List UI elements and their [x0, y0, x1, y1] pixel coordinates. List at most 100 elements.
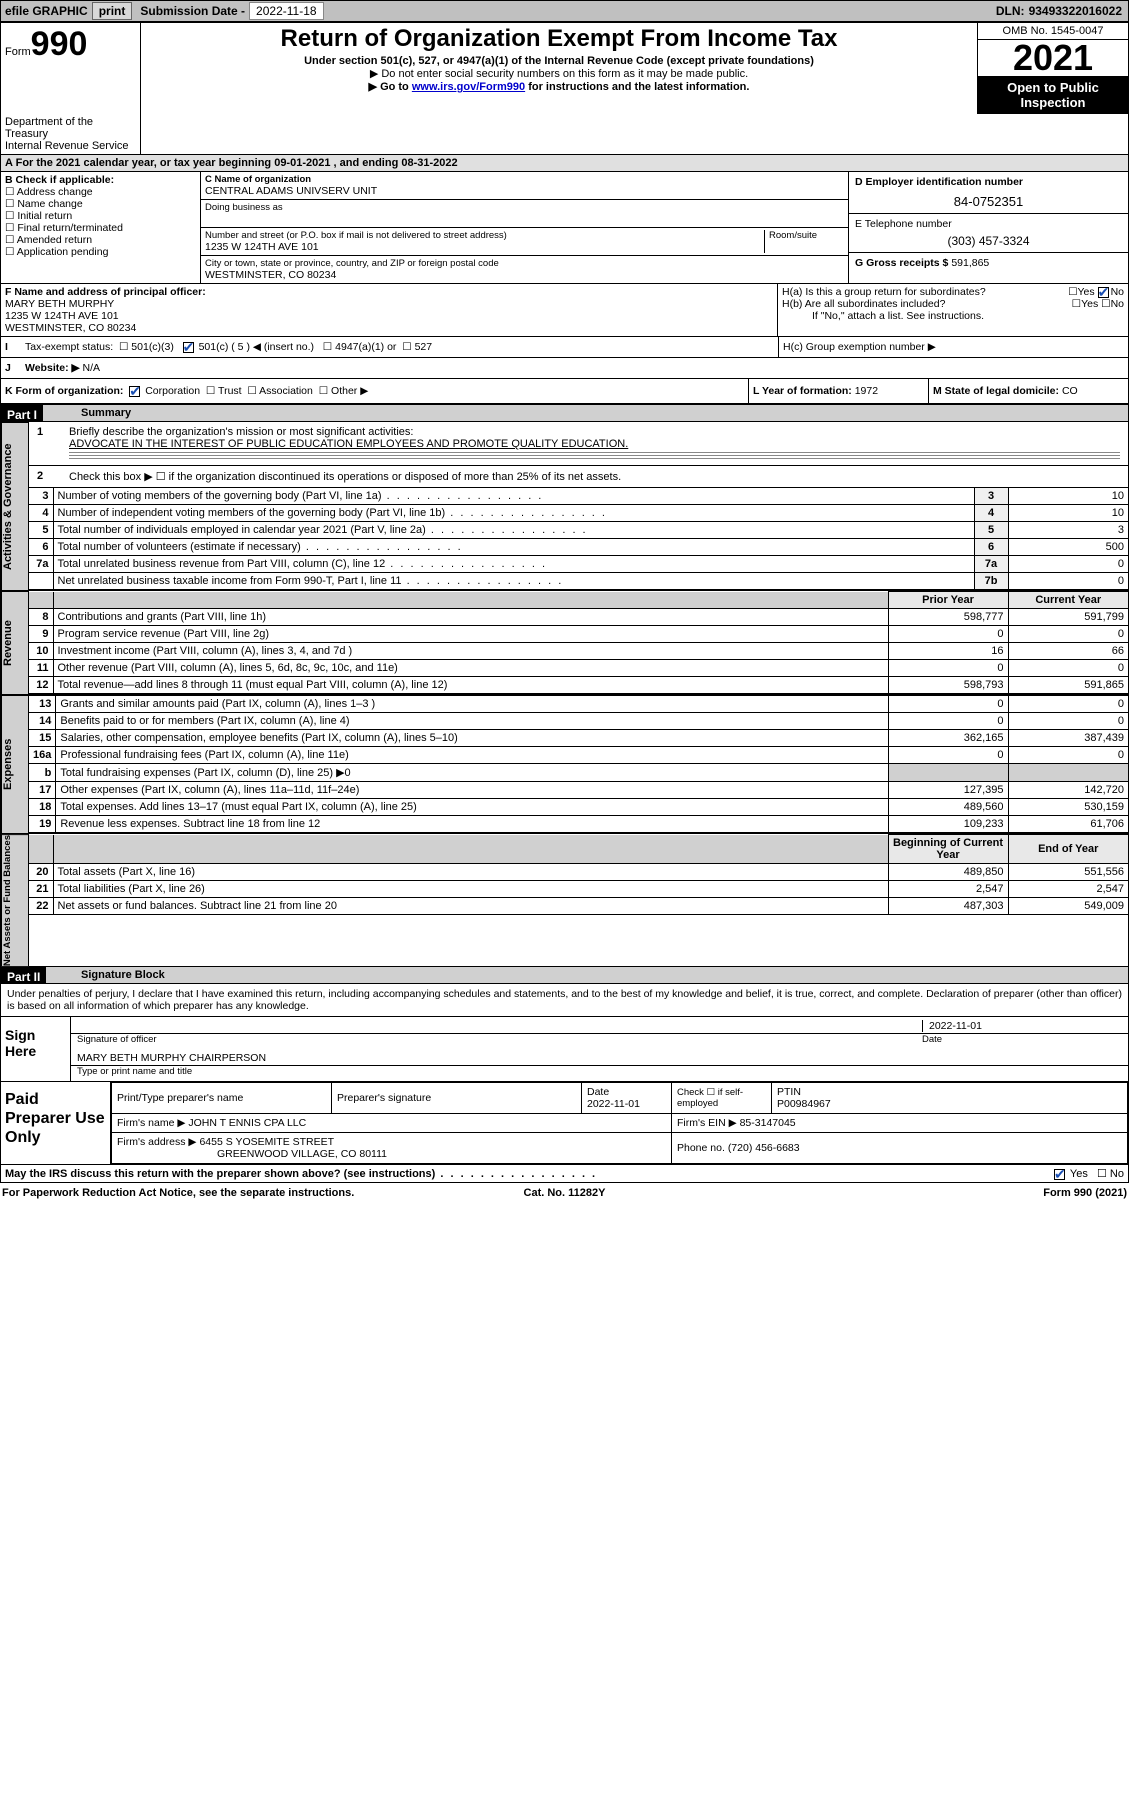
- org-street: 1235 W 124TH AVE 101: [205, 241, 764, 253]
- netassets-section: Net Assets or Fund Balances Beginning of…: [0, 834, 1129, 967]
- gov-table: 3 Number of voting members of the govern…: [29, 487, 1128, 590]
- box-d-e-g: D Employer identification number 84-0752…: [848, 172, 1128, 283]
- print-button[interactable]: print: [92, 2, 133, 20]
- table-row: 14 Benefits paid to or for members (Part…: [29, 713, 1128, 730]
- ha-no-check: [1098, 287, 1109, 298]
- note-ssn: ▶ Do not enter social security numbers o…: [147, 67, 971, 80]
- entity-block: B Check if applicable: ☐ Address change …: [0, 172, 1129, 284]
- period-row: A For the 2021 calendar year, or tax yea…: [0, 155, 1129, 172]
- table-row: 11 Other revenue (Part VIII, column (A),…: [29, 660, 1128, 677]
- tax-period: For the 2021 calendar year, or tax year …: [16, 157, 458, 169]
- phone-value: (303) 457-3324: [855, 230, 1122, 248]
- revenue-section: Revenue Prior Year Current Year 8 Contri…: [0, 591, 1129, 695]
- 501c5-check: [183, 342, 194, 353]
- current-year-hdr: Current Year: [1008, 592, 1128, 609]
- dln-value: 93493322016022: [1029, 4, 1128, 18]
- table-row: b Total fundraising expenses (Part IX, c…: [29, 764, 1128, 782]
- year-formation: 1972: [855, 385, 878, 397]
- gross-receipts: 591,865: [951, 257, 989, 269]
- subdate-label: Submission Date -: [140, 4, 245, 18]
- subtitle: Under section 501(c), 527, or 4947(a)(1)…: [147, 55, 971, 67]
- governance-section: Activities & Governance 1 Briefly descri…: [0, 422, 1129, 591]
- year-box: OMB No. 1545-0047 2021 Open to PublicIns…: [978, 23, 1128, 114]
- org-name: CENTRAL ADAMS UNIVSERV UNIT: [205, 185, 844, 197]
- paid-preparer-block: Paid Preparer Use Only Print/Type prepar…: [1, 1081, 1128, 1164]
- mission-box: 1 Briefly describe the organization's mi…: [29, 422, 1128, 466]
- table-row: 17 Other expenses (Part IX, column (A), …: [29, 782, 1128, 799]
- form-footer: Form 990 (2021): [752, 1187, 1127, 1199]
- may-discuss: May the IRS discuss this return with the…: [5, 1168, 435, 1180]
- table-row: 22 Net assets or fund balances. Subtract…: [29, 898, 1128, 915]
- dept-row: Department of the TreasuryInternal Reven…: [0, 114, 1129, 155]
- end-year-hdr: End of Year: [1008, 835, 1128, 864]
- may-discuss-row: May the IRS discuss this return with the…: [0, 1165, 1129, 1183]
- paid-preparer-label: Paid Preparer Use Only: [1, 1082, 111, 1164]
- gov-side-label: Activities & Governance: [1, 422, 29, 590]
- form-990: 990: [31, 25, 88, 63]
- expenses-section: Expenses 13 Grants and similar amounts p…: [0, 695, 1129, 834]
- table-row: 3 Number of voting members of the govern…: [29, 488, 1128, 505]
- ptin: P00984967: [777, 1098, 831, 1110]
- chk-address[interactable]: ☐ Address change: [5, 186, 196, 198]
- table-row: 21 Total liabilities (Part X, line 26) 2…: [29, 881, 1128, 898]
- open-public: Open to PublicInspection: [978, 76, 1128, 114]
- f-h-row: F Name and address of principal officer:…: [0, 284, 1129, 337]
- ein-label: D Employer identification number: [855, 176, 1122, 188]
- table-row: 18 Total expenses. Add lines 13–17 (must…: [29, 799, 1128, 816]
- chk-name[interactable]: ☐ Name change: [5, 198, 196, 210]
- na-side-label: Net Assets or Fund Balances: [1, 834, 29, 966]
- j-row: J Website: ▶ N/A: [0, 358, 1129, 379]
- org-city: WESTMINSTER, CO 80234: [205, 269, 844, 281]
- chk-initial[interactable]: ☐ Initial return: [5, 210, 196, 222]
- part1-header: Part I Summary: [0, 404, 1129, 422]
- table-row: 12 Total revenue—add lines 8 through 11 …: [29, 677, 1128, 694]
- chk-amended[interactable]: ☐ Amended return: [5, 234, 196, 246]
- chk-final[interactable]: ☐ Final return/terminated: [5, 222, 196, 234]
- table-row: 8 Contributions and grants (Part VIII, l…: [29, 609, 1128, 626]
- footer: For Paperwork Reduction Act Notice, see …: [0, 1183, 1129, 1203]
- officer-name-title: MARY BETH MURPHY CHAIRPERSON: [77, 1052, 1122, 1064]
- top-toolbar: efile GRAPHIC print Submission Date - 20…: [0, 0, 1129, 22]
- submission-date: 2022-11-18: [249, 2, 324, 20]
- dln-label: DLN:: [996, 4, 1025, 18]
- cat-no: Cat. No. 11282Y: [377, 1187, 752, 1199]
- k-l-m-row: K Form of organization: Corporation ☐ Tr…: [0, 379, 1129, 404]
- part2-header: Part II Signature Block: [0, 967, 1129, 984]
- form-header: Form990 Return of Organization Exempt Fr…: [0, 22, 1129, 114]
- title-box: Return of Organization Exempt From Incom…: [141, 23, 978, 114]
- table-row: 9 Program service revenue (Part VIII, li…: [29, 626, 1128, 643]
- rev-side-label: Revenue: [1, 591, 29, 694]
- table-row: 19 Revenue less expenses. Subtract line …: [29, 816, 1128, 833]
- pra-notice: For Paperwork Reduction Act Notice, see …: [2, 1187, 377, 1199]
- firm-ein: 85-3147045: [740, 1117, 796, 1129]
- line2-text: Check this box ▶ ☐ if the organization d…: [69, 471, 621, 483]
- note-link: ▶ Go to www.irs.gov/Form990 for instruct…: [147, 80, 971, 93]
- domicile: CO: [1062, 385, 1078, 397]
- table-row: 15 Salaries, other compensation, employe…: [29, 730, 1128, 747]
- table-row: 10 Investment income (Part VIII, column …: [29, 643, 1128, 660]
- prep-date: 2022-11-01: [587, 1098, 640, 1110]
- mission-text: ADVOCATE IN THE INTEREST OF PUBLIC EDUCA…: [69, 438, 628, 450]
- table-row: 4 Number of independent voting members o…: [29, 505, 1128, 522]
- tax-year: 2021: [978, 40, 1128, 76]
- i-row: I Tax-exempt status: ☐ 501(c)(3) 501(c) …: [0, 337, 1129, 358]
- firm-name: JOHN T ENNIS CPA LLC: [188, 1117, 306, 1129]
- chk-app-pending[interactable]: ☐ Application pending: [5, 246, 196, 258]
- beg-year-hdr: Beginning of Current Year: [888, 835, 1008, 864]
- table-row: 13 Grants and similar amounts paid (Part…: [29, 696, 1128, 713]
- efile-label: efile GRAPHIC: [5, 4, 88, 18]
- phone-label: E Telephone number: [855, 218, 1122, 230]
- signature-block: Under penalties of perjury, I declare th…: [0, 984, 1129, 1165]
- perjury-declaration: Under penalties of perjury, I declare th…: [1, 984, 1128, 1017]
- table-row: 6 Total number of volunteers (estimate i…: [29, 539, 1128, 556]
- firm-addr2: GREENWOOD VILLAGE, CO 80111: [117, 1148, 387, 1160]
- form-title: Return of Organization Exempt From Incom…: [147, 25, 971, 53]
- firm-phone: (720) 456-6683: [728, 1142, 800, 1154]
- exp-side-label: Expenses: [1, 695, 29, 833]
- na-table: Beginning of Current Year End of Year 20…: [29, 834, 1128, 915]
- rev-table: Prior Year Current Year 8 Contributions …: [29, 591, 1128, 694]
- sign-here-label: Sign Here: [1, 1017, 71, 1081]
- prior-year-hdr: Prior Year: [888, 592, 1008, 609]
- box-b: B Check if applicable: ☐ Address change …: [1, 172, 201, 283]
- irs-link[interactable]: www.irs.gov/Form990: [412, 81, 525, 93]
